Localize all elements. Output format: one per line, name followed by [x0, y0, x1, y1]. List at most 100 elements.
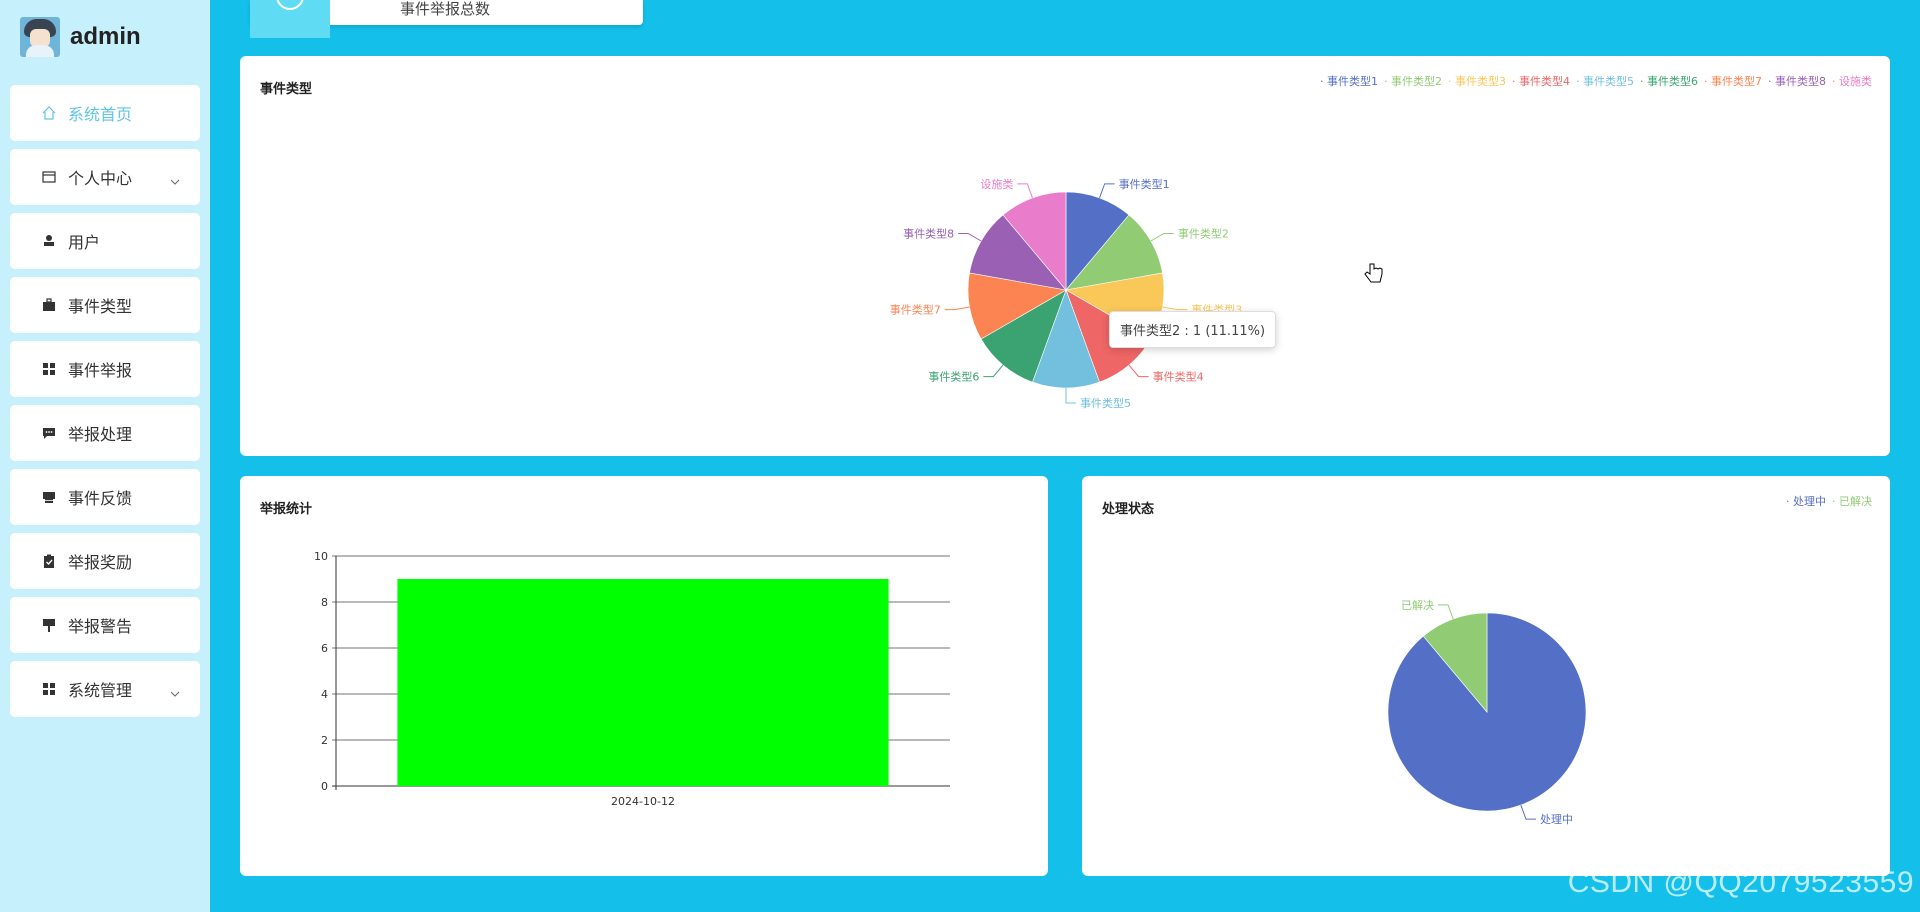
report-total-card: 事件举报总数 — [250, 0, 643, 38]
legend-dot: · — [1512, 75, 1519, 88]
grid-icon — [40, 360, 58, 378]
pie-label-line — [1017, 183, 1033, 199]
legend-label: 事件类型7 — [1711, 75, 1762, 88]
legend-dot: · — [1384, 75, 1391, 88]
sidebar-item-7[interactable]: 事件反馈 — [10, 469, 200, 525]
sidebar-item-label: 个人中心 — [68, 169, 133, 188]
pie-label: 处理中 — [1540, 813, 1573, 826]
legend-item[interactable]: · 事件类型7 — [1704, 73, 1762, 89]
legend-item[interactable]: · 已解决 — [1832, 493, 1872, 509]
pie-slice[interactable] — [980, 289, 1067, 383]
legend-dot: · — [1786, 495, 1793, 508]
y-tick-label: 8 — [321, 596, 328, 609]
card-icon-block — [250, 0, 330, 38]
sidebar-item-label: 举报处理 — [68, 425, 133, 444]
pie-slice[interactable] — [969, 214, 1067, 291]
x-tick-label: 2024-10-12 — [611, 795, 675, 808]
legend-item[interactable]: · 事件类型2 — [1384, 73, 1442, 89]
chevron-down-icon — [170, 171, 180, 190]
sidebar: admin 系统首页个人中心用户事件类型事件举报举报处理事件反馈举报奖励举报警告… — [0, 0, 210, 912]
legend-label: 处理中 — [1793, 495, 1826, 508]
printer-icon — [40, 488, 58, 506]
pie-label: 事件类型2 — [1178, 227, 1229, 241]
legend-label: 事件类型3 — [1455, 75, 1506, 88]
pie-label: 事件类型7 — [890, 303, 941, 317]
legend-label: 事件类型5 — [1583, 75, 1634, 88]
clipboard-check-icon — [40, 552, 58, 570]
sidebar-item-5[interactable]: 事件举报 — [10, 341, 200, 397]
pie-slice[interactable] — [1032, 289, 1100, 389]
pie-slice[interactable] — [1002, 191, 1067, 291]
sidebar-item-3[interactable]: 用户 — [10, 213, 200, 269]
username: admin — [70, 23, 141, 50]
pie-label-line — [944, 306, 970, 311]
legend-item[interactable]: · 事件类型4 — [1512, 73, 1570, 89]
pie-label-line — [1520, 804, 1536, 820]
status-title: 处理状态 — [1102, 502, 1155, 517]
legend-label: 事件类型6 — [1647, 75, 1698, 88]
sidebar-item-8[interactable]: 举报奖励 — [10, 533, 200, 589]
bar[interactable] — [397, 579, 889, 786]
legend-label: 事件类型4 — [1519, 75, 1570, 88]
legend-item[interactable]: · 事件类型1 — [1320, 73, 1378, 89]
legend-label: 已解决 — [1839, 495, 1872, 508]
card-icon — [40, 168, 58, 186]
chevron-down-icon — [170, 683, 180, 702]
sidebar-item-6[interactable]: 举报处理 — [10, 405, 200, 461]
pie-label-line — [958, 233, 982, 242]
pie-label-line — [1150, 233, 1174, 242]
pie-slice[interactable] — [967, 272, 1067, 340]
legend-dot: · — [1832, 495, 1839, 508]
legend-item[interactable]: · 事件类型8 — [1768, 73, 1826, 89]
watermark: CSDN @QQ2079523559 — [1567, 866, 1914, 899]
sidebar-item-9[interactable]: 举报警告 — [10, 597, 200, 653]
event-type-title: 事件类型 — [260, 82, 313, 97]
pie-slice[interactable] — [1065, 214, 1163, 291]
report-total-label: 事件举报总数 — [400, 0, 491, 18]
user-icon — [40, 232, 58, 250]
legend-item[interactable]: · 事件类型6 — [1640, 73, 1698, 89]
pie-label: 设施类 — [980, 177, 1013, 191]
legend-item[interactable]: · 事件类型5 — [1576, 73, 1634, 89]
pie-label: 事件类型1 — [1119, 177, 1170, 191]
pie-label: 事件类型4 — [1153, 370, 1204, 384]
circle-icon — [276, 0, 304, 10]
home-icon — [40, 104, 58, 122]
avatar[interactable] — [20, 17, 60, 57]
y-tick-label: 4 — [321, 688, 328, 701]
y-tick-label: 10 — [314, 550, 328, 563]
pie-slice[interactable] — [1065, 191, 1130, 291]
y-tick-label: 6 — [321, 642, 328, 655]
legend-dot: · — [1832, 75, 1839, 88]
sidebar-menu: 系统首页个人中心用户事件类型事件举报举报处理事件反馈举报奖励举报警告系统管理 — [10, 85, 200, 725]
hand-cursor-icon — [1364, 263, 1383, 283]
pie-label: 事件类型8 — [903, 227, 954, 241]
sidebar-item-label: 事件类型 — [68, 297, 133, 316]
pie-label-line — [1162, 306, 1188, 311]
legend-item[interactable]: · 设施类 — [1832, 73, 1872, 89]
legend-label: 事件类型1 — [1327, 75, 1378, 88]
legend-item[interactable]: · 事件类型3 — [1448, 73, 1506, 89]
status-legend: · 处理中 · 已解决 — [1786, 493, 1872, 509]
sidebar-item-label: 举报奖励 — [68, 553, 133, 572]
status-panel: 处理状态 · 处理中 · 已解决 处理中 已解决 — [1082, 476, 1890, 876]
sidebar-item-1[interactable]: 系统首页 — [10, 85, 200, 141]
event-type-panel: 事件类型 · 事件类型1 · 事件类型2 · 事件类型3 · 事件类型4 · 事件类型5… — [240, 56, 1890, 456]
report-stats-bar-chart: 0 2 4 6 8 10 2024-10-12 — [314, 550, 950, 808]
sidebar-item-10[interactable]: 系统管理 — [10, 661, 200, 717]
sidebar-item-label: 事件举报 — [68, 361, 133, 380]
pie-label-line — [1099, 183, 1115, 199]
legend-dot: · — [1320, 75, 1327, 88]
pie-tooltip: 事件类型2 : 1 (11.11%) — [1109, 311, 1277, 348]
legend-item[interactable]: · 处理中 — [1786, 493, 1826, 509]
legend-label: 设施类 — [1839, 75, 1872, 88]
sidebar-item-2[interactable]: 个人中心 — [10, 149, 200, 205]
grid-icon — [40, 680, 58, 698]
legend-dot: · — [1768, 75, 1775, 88]
report-stats-title: 举报统计 — [260, 502, 313, 517]
event-type-legend: · 事件类型1 · 事件类型2 · 事件类型3 · 事件类型4 · 事件类型5 · 事件类… — [1320, 73, 1872, 89]
sidebar-item-4[interactable]: 事件类型 — [10, 277, 200, 333]
pie-slice[interactable] — [1422, 612, 1488, 713]
legend-label: 事件类型2 — [1391, 75, 1442, 88]
legend-label: 事件类型8 — [1775, 75, 1826, 88]
